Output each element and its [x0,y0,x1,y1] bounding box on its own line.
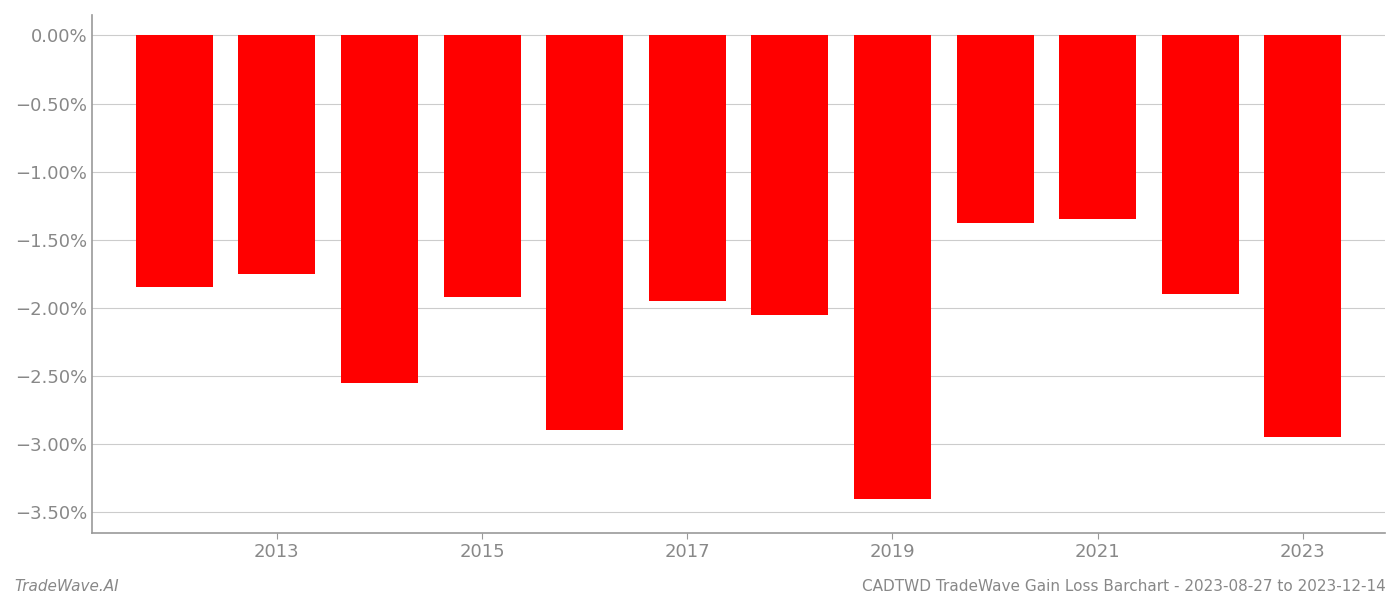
Bar [342,35,417,383]
Bar [238,35,315,274]
Bar [648,35,725,301]
Bar [956,35,1033,223]
Text: TradeWave.AI: TradeWave.AI [14,579,119,594]
Bar [1060,35,1137,220]
Bar [1162,35,1239,294]
Text: CADTWD TradeWave Gain Loss Barchart - 2023-08-27 to 2023-12-14: CADTWD TradeWave Gain Loss Barchart - 20… [862,579,1386,594]
Bar [136,35,213,287]
Bar [546,35,623,430]
Bar [854,35,931,499]
Bar [752,35,829,314]
Bar [444,35,521,297]
Bar [1264,35,1341,437]
